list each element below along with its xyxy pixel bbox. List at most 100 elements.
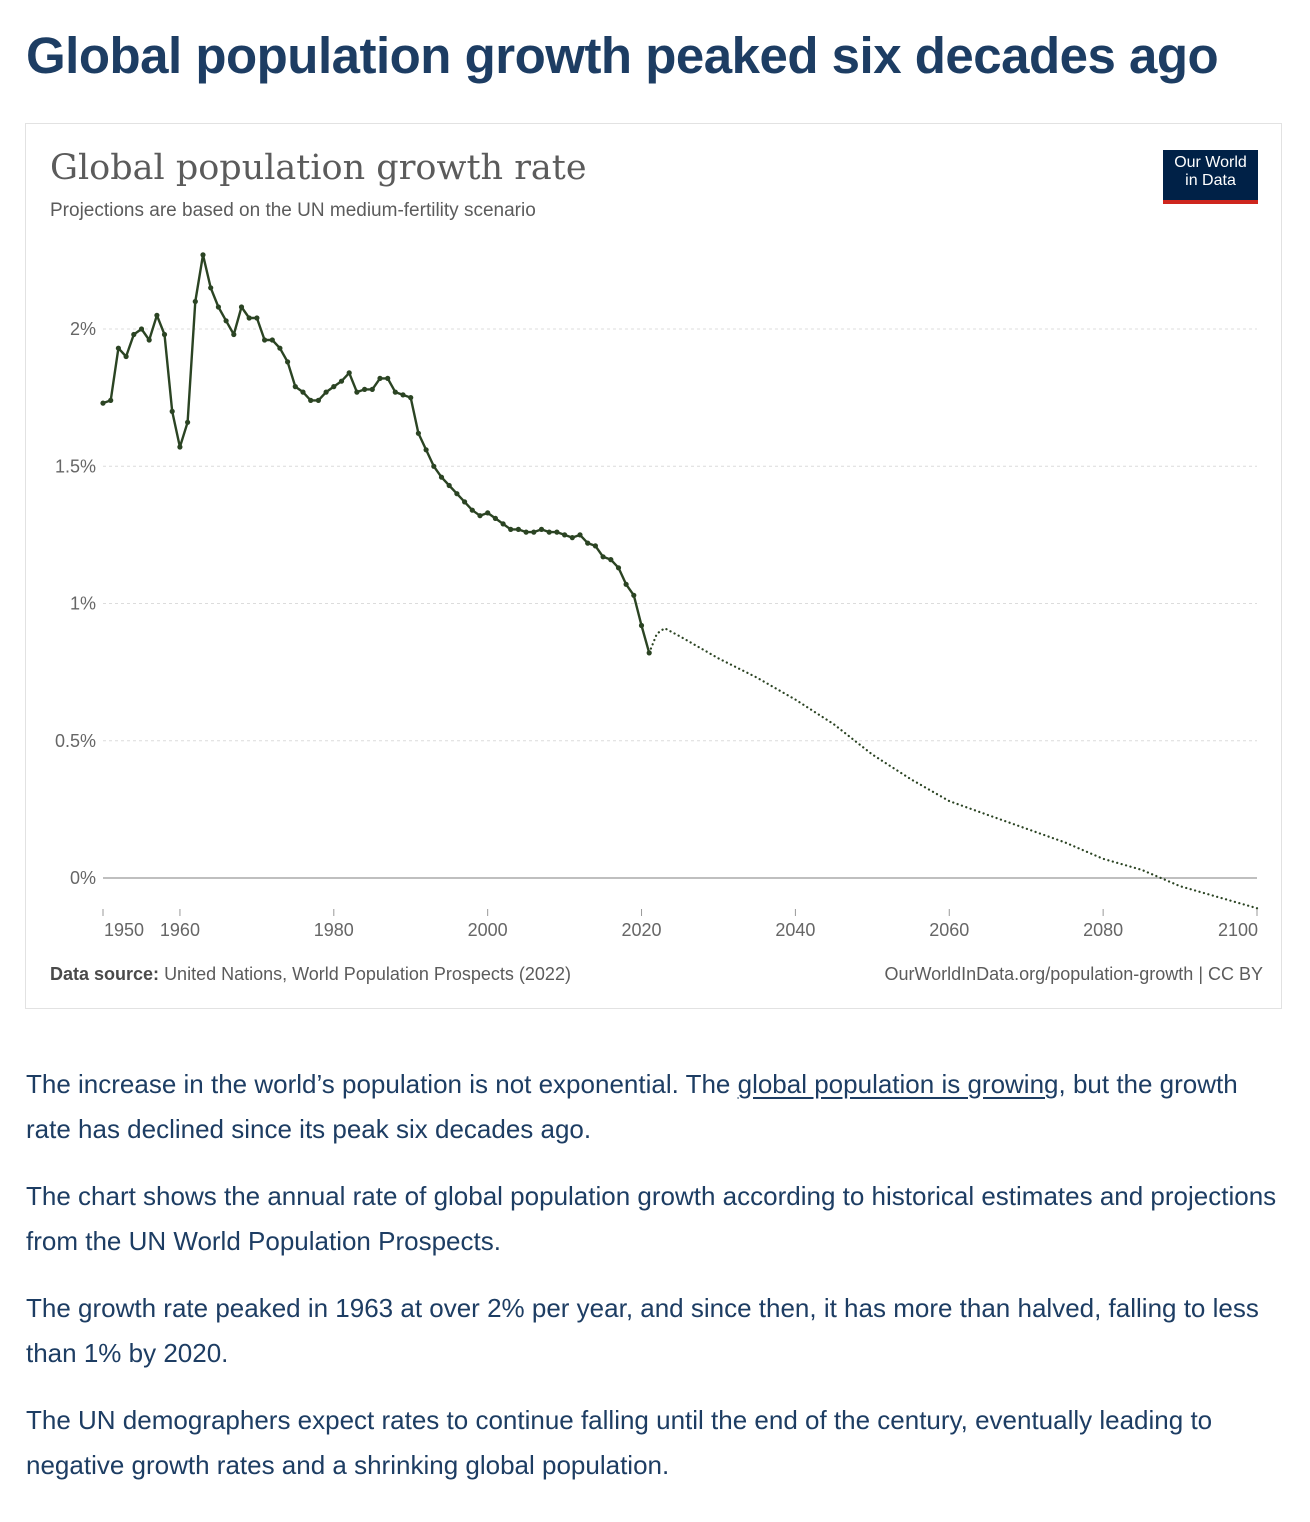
y-tick-label: 1.5% [55, 456, 96, 476]
license-text: | CC BY [1198, 964, 1263, 984]
data-point [546, 529, 552, 535]
data-point [423, 447, 429, 453]
data-point [454, 491, 460, 497]
y-tick-label: 0.5% [55, 731, 96, 751]
data-point [362, 386, 368, 392]
paragraph-3: The growth rate peaked in 1963 at over 2… [26, 1293, 1259, 1368]
chart-card: 0% 0.5% 1% 1.5% 2% 1950 1960 1980 2000 2020 2040 20… [25, 123, 1282, 1009]
data-point [562, 532, 568, 538]
x-tick-label: 2020 [622, 920, 662, 940]
y-tick-label: 0% [70, 868, 96, 888]
data-point [369, 386, 375, 392]
data-point [500, 521, 506, 527]
data-point [577, 532, 583, 538]
data-point [123, 353, 129, 360]
data-point [585, 540, 591, 546]
data-point [238, 304, 245, 310]
paragraph-4: The UN demographers expect rates to cont… [26, 1405, 1213, 1480]
data-point [646, 650, 652, 656]
data-point [569, 535, 575, 541]
paragraph-1-text-b: , but the growth rate has declined since… [26, 1069, 1238, 1144]
data-point [338, 378, 345, 384]
data-point [392, 389, 398, 395]
data-point [115, 345, 121, 351]
data-point [223, 318, 229, 324]
y-tick-label: 2% [70, 319, 96, 339]
data-point [600, 554, 606, 560]
historical-series-line [101, 253, 651, 655]
chart-url-link[interactable]: OurWorldInData.org/population-growth [884, 964, 1194, 984]
paragraph-1: The increase in the world’s population i… [26, 1062, 1288, 1152]
data-point [531, 529, 537, 535]
data-point [346, 370, 352, 376]
projection-series-line [648, 627, 1259, 910]
data-point [331, 384, 337, 390]
data-point [438, 474, 445, 480]
data-point [431, 463, 437, 469]
data-point [615, 565, 622, 571]
data-point [515, 526, 521, 532]
data-point [508, 526, 514, 532]
data-point [146, 337, 152, 343]
data-point [377, 375, 383, 381]
data-point [177, 444, 183, 450]
data-source-label: Data source: [50, 964, 160, 984]
chart-subtitle: Projections are based on the UN medium-f… [50, 200, 536, 221]
data-point [323, 389, 329, 395]
chart-url: OurWorldInData.org/population-growth | C… [884, 964, 1263, 985]
data-point [415, 430, 421, 436]
data-point [462, 499, 468, 505]
data-point [169, 408, 175, 414]
y-tick-label: 1% [70, 594, 96, 614]
data-point [446, 482, 452, 489]
x-tick-label: 1950 [104, 920, 144, 940]
logo-line-1: Our World [1174, 154, 1247, 171]
data-point [354, 389, 360, 395]
x-tick-label: 2060 [929, 920, 969, 940]
logo-line-2: in Data [1185, 172, 1236, 189]
data-source: Data source: United Nations, World Popul… [50, 964, 571, 985]
data-point [285, 359, 291, 365]
chart-plot: 0% 0.5% 1% 1.5% 2% 1950 1960 1980 2000 2020 2040 20… [55, 252, 1259, 940]
data-point [269, 337, 275, 343]
data-point [538, 526, 545, 532]
data-point [100, 400, 106, 406]
data-point [246, 315, 252, 321]
data-point [469, 507, 475, 513]
owid-logo[interactable]: Our World in Data [1163, 150, 1258, 204]
data-point [262, 337, 268, 343]
data-point [131, 331, 137, 338]
data-point [254, 315, 260, 321]
article-body: The increase in the world’s population i… [26, 1062, 1288, 1510]
data-point [554, 529, 560, 535]
data-point [608, 557, 614, 563]
page-title: Global population growth peaked six deca… [26, 27, 1219, 84]
x-tick-label: 2100 [1218, 920, 1258, 940]
data-point [315, 397, 321, 403]
data-point [631, 592, 637, 598]
data-point [408, 395, 414, 401]
data-point [292, 384, 298, 390]
data-point [492, 515, 498, 521]
x-tick-label: 2000 [468, 920, 508, 940]
chart-title: Global population growth rate [50, 148, 587, 188]
data-point [108, 397, 114, 403]
data-point [385, 375, 391, 381]
x-tick-label: 1980 [314, 920, 354, 940]
data-point [400, 392, 406, 398]
data-point [592, 543, 599, 549]
data-point [192, 298, 198, 305]
data-point [161, 331, 168, 338]
data-point [477, 513, 483, 519]
data-point [154, 312, 160, 318]
paragraph-1-text-a: The increase in the world’s population i… [26, 1069, 738, 1099]
global-population-link[interactable]: global population is growing [737, 1069, 1059, 1099]
data-point [485, 510, 491, 516]
data-point [200, 252, 206, 258]
data-point [523, 529, 529, 535]
data-point [638, 622, 645, 629]
x-tick-label: 1960 [160, 920, 200, 940]
data-point [231, 331, 237, 338]
data-point [208, 285, 214, 291]
x-tick-label: 2040 [775, 920, 815, 940]
